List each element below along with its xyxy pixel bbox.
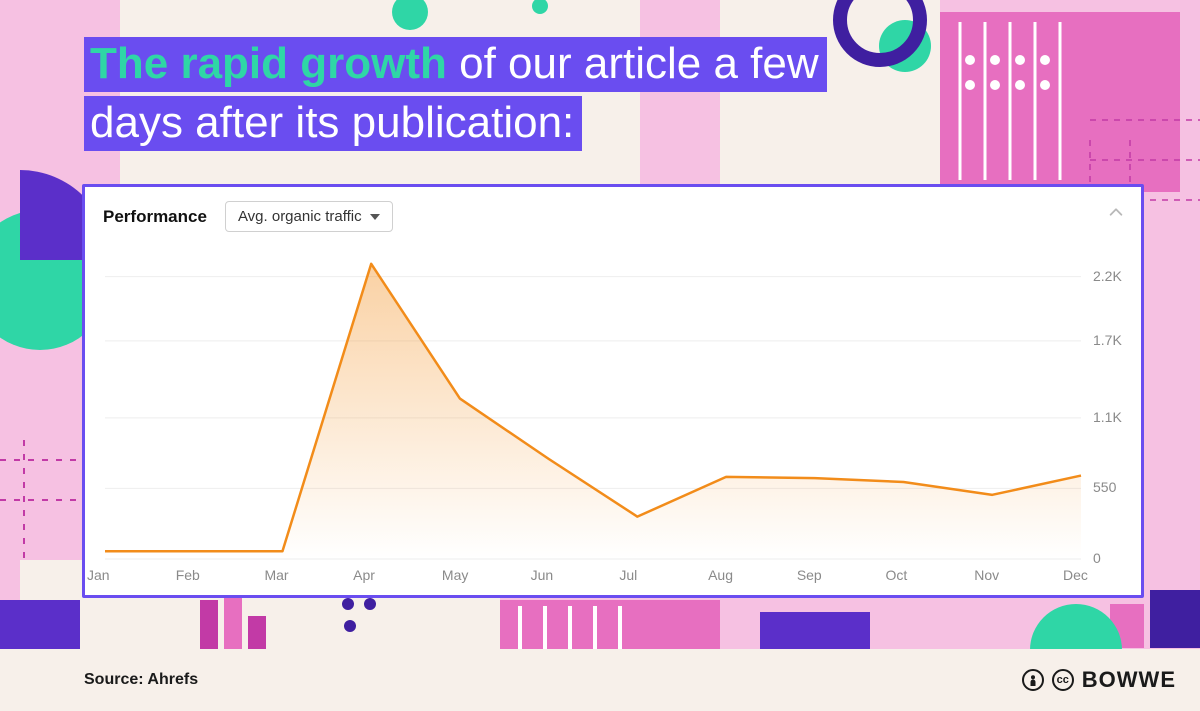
chart-plot-area: Jan Feb Mar Apr May Jun Jul Aug Sep Oct Nov Dec 0 550… [85, 241, 1141, 595]
cc-icon: cc [1052, 669, 1074, 691]
x-axis-label: Nov [974, 567, 999, 583]
x-axis-label: Sep [797, 567, 822, 583]
headline: The rapid growth of our article a few da… [84, 34, 844, 153]
stage: The rapid growth of our article a few da… [0, 0, 1200, 711]
y-axis-label: 550 [1093, 479, 1116, 495]
panel-header: Performance Avg. organic traffic [85, 187, 1141, 242]
chevron-down-icon [370, 214, 380, 220]
y-axis-label: 2.2K [1093, 268, 1122, 284]
x-axis-label: Feb [176, 567, 200, 583]
x-axis-label: Jun [531, 567, 554, 583]
footer: Source: Ahrefs cc BOWWE [0, 649, 1200, 711]
y-axis-label: 1.1K [1093, 409, 1122, 425]
x-axis-label: Apr [353, 567, 375, 583]
brand-wordmark: BOWWE [1082, 667, 1176, 693]
x-axis-label: May [442, 567, 468, 583]
collapse-button[interactable] [1107, 203, 1125, 221]
x-axis-label: Dec [1063, 567, 1088, 583]
metric-dropdown-label: Avg. organic traffic [238, 208, 362, 225]
metric-dropdown[interactable]: Avg. organic traffic [225, 201, 393, 232]
panel-title: Performance [103, 207, 207, 227]
y-axis-label: 1.7K [1093, 332, 1122, 348]
attribution-icon [1022, 669, 1044, 691]
performance-panel: Performance Avg. organic traffic Jan Feb M… [82, 184, 1144, 598]
y-axis-label: 0 [1093, 550, 1101, 566]
chevron-up-icon [1107, 203, 1125, 221]
x-axis-label: Oct [886, 567, 908, 583]
x-axis-label: Jul [619, 567, 637, 583]
x-axis-label: Aug [708, 567, 733, 583]
x-axis-label: Jan [87, 567, 110, 583]
x-axis-label: Mar [264, 567, 288, 583]
headline-accent: The rapid growth [90, 39, 447, 88]
source-label: Source: Ahrefs [84, 671, 198, 689]
brand-block: cc BOWWE [1022, 667, 1176, 693]
chart-area-fill [105, 264, 1081, 559]
